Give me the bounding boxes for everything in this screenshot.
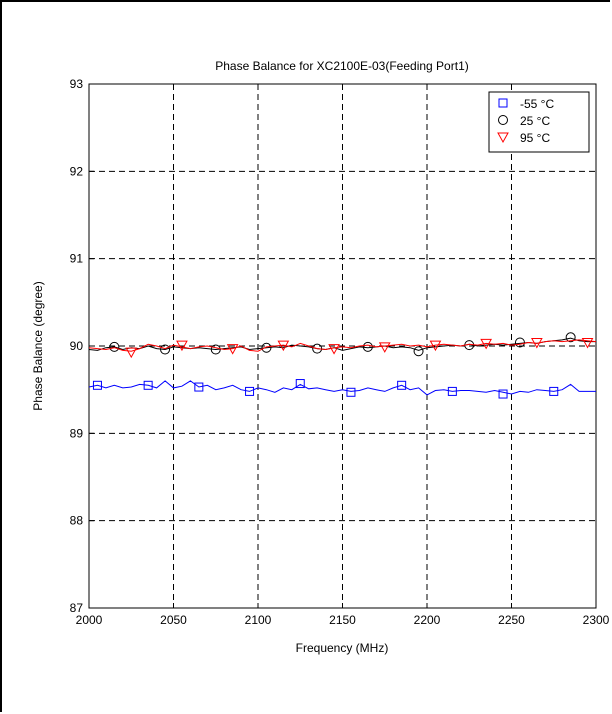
data-point-marker [176,340,188,352]
data-point-marker [514,337,525,348]
grid [89,84,596,608]
x-tick-label: 2100 [245,613,272,627]
series-0 [88,379,596,399]
data-point-marker [143,380,153,390]
x-axis-label: Frequency (MHz) [296,641,389,655]
data-point-marker [328,344,340,355]
data-point-marker [160,344,171,355]
data-point-marker [92,380,102,390]
data-point-marker [245,386,255,396]
x-tick-label: 2200 [414,613,441,627]
data-point-marker [295,379,305,389]
data-point-marker [210,344,221,355]
x-tick-label: 2300 [583,613,610,627]
legend-label: 95 °C [520,131,550,145]
y-tick-label: 87 [70,601,84,615]
y-tick-label: 90 [70,339,84,353]
data-point-marker [261,342,272,353]
legend-marker [498,115,508,125]
series-line [88,380,596,396]
data-point-marker [581,338,594,349]
data-point-marker [531,338,543,349]
data-point-marker [549,386,559,396]
data-point-marker [226,344,239,355]
data-point-marker [362,341,373,352]
data-point-marker [194,382,204,392]
data-point-marker [447,386,457,396]
series-line [88,337,596,351]
data-point-marker [565,332,576,343]
data-point-marker [125,347,138,359]
y-tick-label: 92 [70,164,84,178]
data-point-marker [480,338,492,350]
axis-ticks: 2000 2050 2100 2150 2200 2250 2300 87 88 89 90 91 92… [70,77,610,627]
legend-box [488,91,590,153]
series-2 [88,338,597,359]
legend-label: 25 °C [520,114,550,128]
legend-marker [497,132,509,144]
series-line [88,339,597,352]
legend-marker [498,98,508,108]
series-layer [88,332,597,399]
legend: -55 °C 25 °C 95 °C [488,91,590,153]
data-point-marker [397,380,407,390]
legend-label: -55 °C [520,97,554,111]
data-point-marker [429,340,442,352]
x-tick-label: 2000 [76,613,103,627]
chart-title: Phase Balance for XC2100E-03(Feeding Por… [215,59,468,73]
x-tick-label: 2050 [160,613,187,627]
x-tick-label: 2150 [329,613,356,627]
y-tick-label: 88 [70,514,84,528]
data-point-marker [413,346,424,357]
data-point-marker [346,387,356,397]
y-tick-label: 93 [70,77,84,91]
data-point-marker [498,389,508,399]
data-point-marker [378,342,391,353]
y-axis-label: Phase Balance (degree) [31,281,45,410]
y-tick-label: 89 [70,426,84,440]
data-point-marker [277,340,290,352]
y-tick-label: 91 [70,252,84,266]
data-point-marker [109,341,120,352]
x-tick-label: 2250 [498,613,525,627]
